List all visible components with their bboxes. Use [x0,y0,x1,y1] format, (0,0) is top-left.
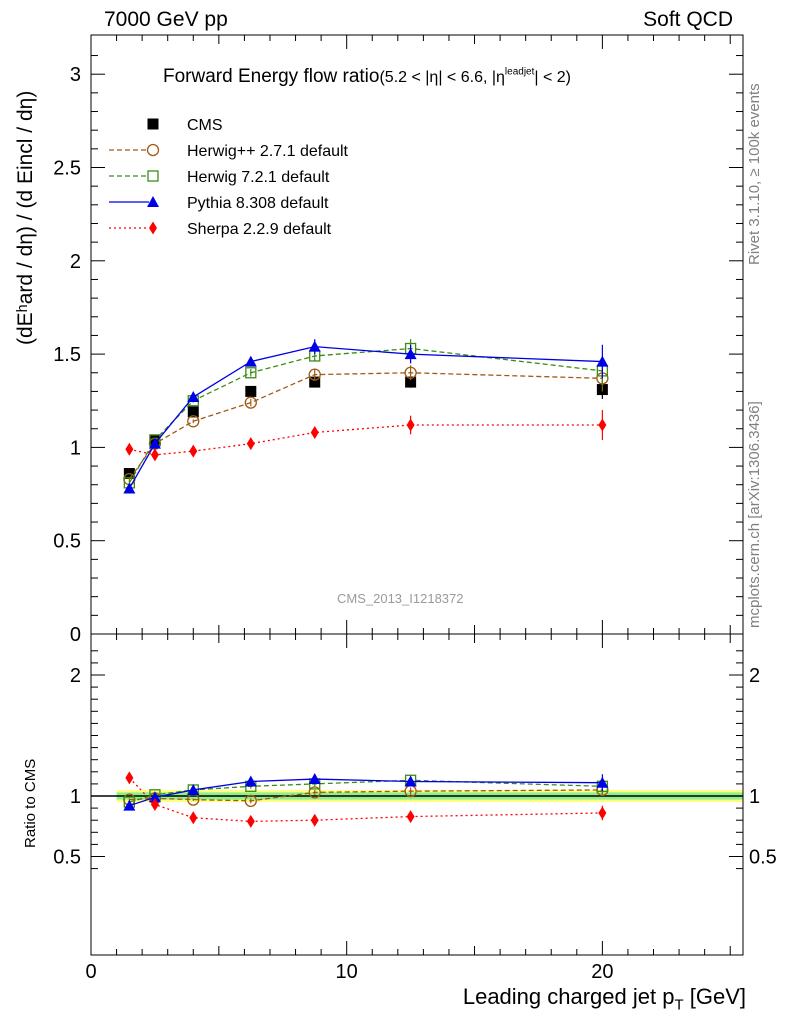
ratio-y-tick-label: 1 [70,786,81,808]
main-data-point [246,437,255,451]
ratio-data-point [244,794,257,807]
legend-marker [147,170,159,182]
ratio-data-point [244,775,257,787]
legend-marker [147,118,159,130]
header-energy-label: 7000 GeV pp [104,8,228,31]
main-series-line [128,372,603,480]
main-data-point [187,391,200,403]
ratio-y-axis-label: Ratio to CMS [22,758,39,848]
main-data-point [244,355,257,367]
legend-entry-label: Pythia 8.308 default [187,195,329,212]
ratio-data-point [125,771,134,785]
ratio-y-tick-label: 2 [70,665,81,687]
main-data-point [148,437,161,449]
main-data-point [187,415,200,428]
x-axis-label-sub: T [674,996,684,1014]
main-data-point [308,340,321,352]
main-data-point [596,355,609,367]
x-axis-label-text: Leading charged jet p [462,984,675,1009]
legend-entry-label: Sherpa 2.2.9 default [187,221,332,238]
main-data-point [309,376,321,388]
analysis-watermark: CMS_2013_I1218372 [337,591,464,606]
legend-entry-label: Herwig++ 2.7.1 default [187,143,349,160]
main-data-point [308,368,321,381]
chart-title-cuts: (5.2 < |η| < 6.6, |η [379,69,505,86]
main-data-point [406,418,415,432]
ratio-data-point [310,813,319,827]
mcplots-reference-label: mcplots.cern.ch [arXiv:1306.3436] [746,401,763,628]
chart-title-end: | < 2) [534,69,571,86]
chart-title-sup: leadjet [504,66,535,78]
ratio-y-tick-label-right: 1 [749,786,760,808]
ratio-y-tick-label: 0.5 [53,847,81,869]
ratio-data-point [308,773,321,785]
main-data-point [405,376,417,388]
main-series-line [128,347,603,484]
ratio-y-tick-label-right: 2 [749,665,760,687]
main-y-tick-label: 1 [70,437,81,459]
ratio-plot-frame [90,633,744,956]
main-data-point [189,444,198,458]
x-axis-label: Leading charged jet pT [GeV] [463,984,746,1013]
main-data-point [404,348,417,360]
main-y-tick-label: 1.5 [53,344,81,366]
main-y-tick-label: 2 [70,251,81,273]
main-data-point [125,442,134,456]
main-data-point [245,367,257,379]
ratio-data-point [148,791,161,803]
main-series-line [128,345,603,489]
ratio-data-point [189,811,198,825]
main-data-point [244,396,257,409]
legend-marker [147,196,159,207]
header-category-label: Soft QCD [643,8,733,31]
ratio-data-point [406,810,415,824]
main-data-point [598,418,607,432]
main-data-point [150,448,159,462]
main-y-tick-label: 2.5 [53,158,81,180]
main-series-line [129,424,603,456]
main-data-point [310,425,319,439]
ratio-data-point [246,814,255,828]
ratio-data-point [123,799,136,811]
chart-title-main: Forward Energy flow ratio [163,66,380,87]
ratio-y-tick-label-right: 0.5 [749,847,777,869]
ratio-data-point [598,806,607,820]
ratio-data-point [150,797,159,811]
ratio-data-point [596,776,609,788]
x-tick-label: 0 [85,961,96,983]
legend-entry-label: Herwig 7.2.1 default [187,169,330,186]
x-tick-label: 10 [336,961,358,983]
main-y-tick-label: 3 [70,64,81,86]
rivet-version-label: Rivet 3.1.10, ≥ 100k events [746,83,763,265]
chart-title: Forward Energy flow ratio(5.2 < |η| < 6.… [163,66,571,88]
main-y-axis-label: (dEʰard / dη) / (d Eincl / dη) [14,90,37,345]
x-tick-label: 20 [591,961,613,983]
main-data-point [245,385,257,397]
main-y-tick-label: 0 [70,624,81,646]
legend-entry-label: CMS [187,117,223,134]
legend-marker [149,221,157,235]
ratio-data-point [404,775,417,787]
ratio-data-point [187,783,200,795]
main-data-point [187,406,199,418]
ratio-data-point [308,786,321,799]
main-data-point [404,366,417,379]
main-y-tick-label: 0.5 [53,531,81,553]
main-data-point [123,482,136,494]
legend-marker [146,143,160,157]
x-axis-label-unit: [GeV] [683,984,746,1009]
